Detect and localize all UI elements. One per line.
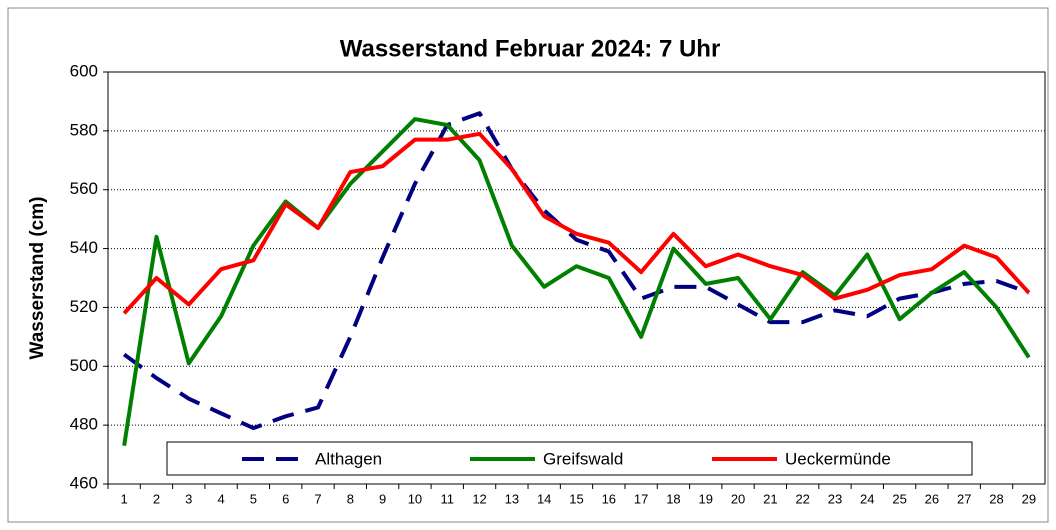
x-tick-label: 28 bbox=[989, 491, 1003, 506]
x-tick-label: 15 bbox=[569, 491, 583, 506]
x-tick-label: 4 bbox=[217, 491, 224, 506]
legend-label: Althagen bbox=[315, 449, 382, 468]
x-tick-label: 16 bbox=[602, 491, 616, 506]
y-tick-label: 500 bbox=[70, 356, 98, 375]
plot-area bbox=[107, 71, 1046, 485]
x-tick-label: 18 bbox=[666, 491, 680, 506]
x-tick-label: 25 bbox=[892, 491, 906, 506]
series-line bbox=[122, 131, 1031, 315]
x-tick-label: 22 bbox=[795, 491, 809, 506]
x-tick-label: 7 bbox=[314, 491, 321, 506]
x-tick-label: 24 bbox=[860, 491, 874, 506]
chart-frame bbox=[7, 7, 1049, 523]
legend-label: Ueckermünde bbox=[785, 449, 891, 468]
x-tick-label: 1 bbox=[121, 491, 128, 506]
x-tick-label: 5 bbox=[250, 491, 257, 506]
y-tick-label: 560 bbox=[70, 179, 98, 198]
x-tick-label: 17 bbox=[634, 491, 648, 506]
y-tick-label: 460 bbox=[70, 473, 98, 492]
chart-title: Wasserstand Februar 2024: 7 Uhr bbox=[340, 35, 721, 62]
series-line bbox=[122, 111, 1030, 431]
y-tick-label: 540 bbox=[70, 238, 98, 257]
x-tick-label: 8 bbox=[347, 491, 354, 506]
x-tick-label: 27 bbox=[957, 491, 971, 506]
x-tick-label: 29 bbox=[1022, 491, 1036, 506]
legend-label: Greifswald bbox=[543, 449, 623, 468]
x-tick-label: 2 bbox=[153, 491, 160, 506]
y-tick-label: 580 bbox=[70, 120, 98, 139]
y-tick-label: 480 bbox=[70, 415, 98, 434]
x-tick-label: 11 bbox=[441, 491, 455, 506]
x-tick-label: 21 bbox=[763, 491, 777, 506]
legend-box bbox=[166, 441, 973, 476]
x-tick-label: 19 bbox=[699, 491, 713, 506]
series-line bbox=[122, 117, 1031, 447]
x-tick-label: 6 bbox=[282, 491, 289, 506]
y-axis-label: Wasserstand (cm) bbox=[27, 197, 48, 360]
x-tick-label: 20 bbox=[731, 491, 745, 506]
x-tick-label: 13 bbox=[505, 491, 519, 506]
x-tick-label: 9 bbox=[379, 491, 386, 506]
x-tick-label: 14 bbox=[537, 491, 551, 506]
y-tick-label: 600 bbox=[70, 61, 98, 80]
x-tick-label: 12 bbox=[472, 491, 486, 506]
x-tick-label: 3 bbox=[185, 491, 192, 506]
x-tick-label: 10 bbox=[408, 491, 422, 506]
x-tick-label: 23 bbox=[828, 491, 842, 506]
x-tick-label: 26 bbox=[925, 491, 939, 506]
y-tick-label: 520 bbox=[70, 297, 98, 316]
